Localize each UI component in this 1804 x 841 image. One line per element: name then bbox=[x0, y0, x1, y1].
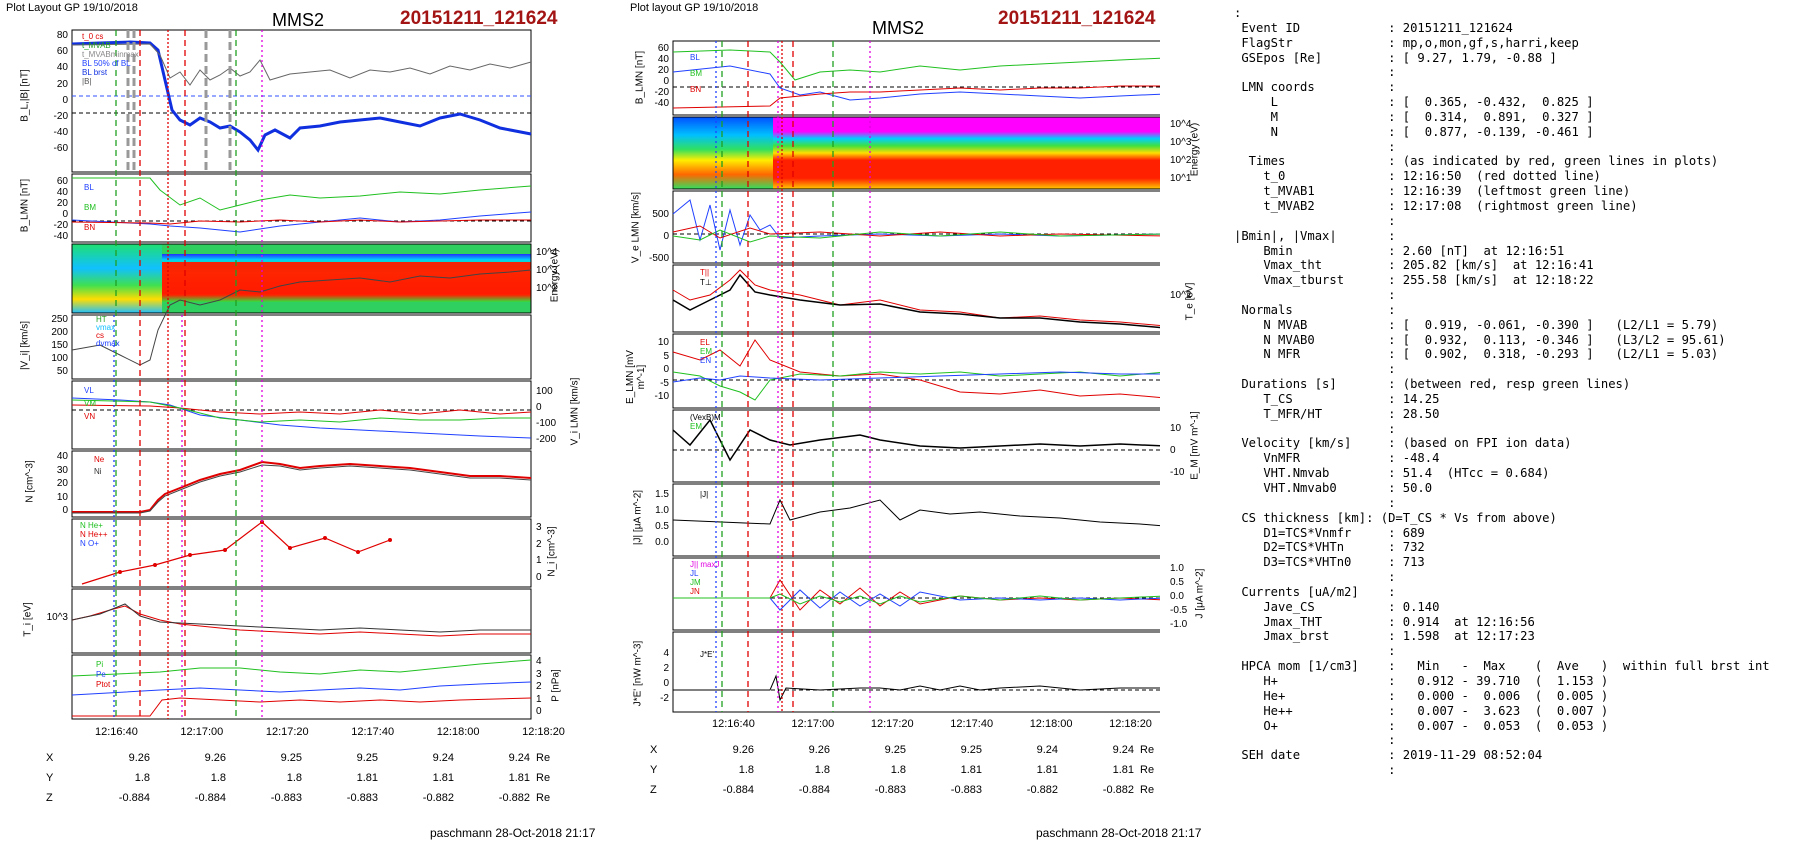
left-coords-x: X 9.26 9.26 9.25 9.25 9.24 9.24 Re bbox=[46, 752, 551, 764]
right-plot-header: Plot layout GP 19/10/2018 bbox=[630, 2, 759, 14]
left-p5-legend: VL VM VN bbox=[84, 386, 96, 421]
right-q9-ylabel: J*E' [nW m^-3] bbox=[632, 640, 644, 707]
right-q8-legend: J|| maxJ JL JM JN bbox=[690, 560, 720, 596]
right-q5-ticks: 10 5 0 -5 -10 bbox=[654, 337, 669, 402]
right-q5-legend: EL EM EN bbox=[700, 338, 712, 365]
right-spectrogram-post bbox=[773, 117, 1160, 189]
right-q3-ticks: 500 0 -500 bbox=[648, 209, 669, 264]
right-q7-ticks: 1.5 1.0 0.5 0.0 bbox=[655, 489, 669, 548]
left-p1-ylabel: B_L,|B| [nT] bbox=[19, 69, 31, 122]
right-q4-ylabel: T_e [eV] bbox=[1184, 282, 1196, 321]
left-probe-label: MMS2 bbox=[272, 10, 325, 30]
right-event-markers bbox=[715, 41, 871, 712]
left-p6-legend: Ne Ni bbox=[94, 455, 105, 476]
right-q1-legend: BL BM BN bbox=[690, 53, 702, 94]
right-q7-legend: |J| bbox=[700, 490, 709, 499]
right-coords-z: Z -0.884 -0.884 -0.883 -0.883 -0.882 -0.882 R… bbox=[650, 784, 1155, 796]
right-q6-ticks: 10 0 -10 bbox=[1170, 423, 1185, 478]
left-p2-legend: BL BM BN bbox=[84, 183, 96, 232]
right-q2-ylabel: Energy (eV) bbox=[1189, 122, 1201, 177]
event-info-text: : Event ID : 20151211_121624 FlagStr : m… bbox=[1234, 6, 1770, 778]
right-q4-ticks: 10^2 bbox=[1170, 290, 1192, 301]
left-data-traces bbox=[71, 40, 532, 717]
left-p5-ylabel: V_i LMN [km/s] bbox=[569, 377, 581, 446]
left-p4-legend: HT vmax cs dvmax bbox=[96, 315, 120, 348]
right-q8-ticks: 1.0 0.5 0.0 -0.5 -1.0 bbox=[1170, 563, 1188, 630]
right-panel-4-frame bbox=[672, 264, 1160, 333]
right-q8-ylabel: J [μA m^-2] bbox=[1194, 568, 1206, 619]
left-panel-4-frame bbox=[71, 314, 532, 380]
left-p5-ticks: 100 0 -100 -200 bbox=[536, 386, 557, 445]
right-spectrogram-pre bbox=[673, 117, 773, 189]
right-coords-table: X 9.26 9.26 9.25 9.25 9.24 9.24 Re Y 1.8 1.8 1.… bbox=[650, 740, 1166, 800]
left-panel-5-frame bbox=[71, 380, 532, 450]
left-p9-ylabel: P [nPa] bbox=[550, 669, 562, 702]
left-p8-ticks: 10^3 bbox=[46, 612, 68, 623]
right-panel-7-frame bbox=[672, 483, 1160, 557]
left-p7-legend: N He+ N He++ N O+ bbox=[80, 521, 108, 548]
right-q3-ylabel: V_e LMN [km/s] bbox=[630, 191, 642, 264]
right-coords-x: X 9.26 9.26 9.25 9.25 9.24 9.24 Re bbox=[650, 744, 1155, 756]
left-coords-z: Z -0.884 -0.884 -0.883 -0.883 -0.882 -0.882 R… bbox=[46, 792, 551, 804]
right-panel-1-frame bbox=[672, 40, 1160, 116]
left-p6-ylabel: N [cm^-3] bbox=[24, 460, 36, 503]
right-time-axis: 12:16:40 12:17:00 12:17:20 12:17:40 12:18:00… bbox=[712, 718, 1152, 730]
right-q4-legend: T|| T⊥ bbox=[700, 268, 712, 287]
left-plot-canvas bbox=[71, 29, 532, 720]
left-coords-y: Y 1.8 1.8 1.8 1.81 1.81 1.81 Re bbox=[46, 772, 551, 784]
right-data-traces bbox=[672, 49, 1160, 702]
left-panel-9-frame bbox=[71, 654, 532, 720]
left-p2-ylabel: B_LMN [nT] bbox=[19, 178, 31, 233]
left-panel-2-frame bbox=[71, 173, 532, 243]
right-q1-ticks: 60 40 20 0 -20 -40 bbox=[654, 43, 669, 109]
left-p1-ticks: 80 60 40 20 0 -20 -40 -60 bbox=[53, 30, 68, 155]
right-panel-6-frame bbox=[672, 409, 1160, 483]
left-panel-6-frame bbox=[71, 450, 532, 518]
right-panel-5-frame bbox=[672, 333, 1160, 409]
right-footer: paschmann 28-Oct-2018 21:17 bbox=[1036, 826, 1202, 840]
right-panel-8-frame bbox=[672, 557, 1160, 631]
left-event-markers bbox=[113, 30, 263, 719]
right-panel-9-frame bbox=[672, 631, 1160, 713]
left-p7-ylabel: N_i [cm^-3] bbox=[546, 526, 558, 577]
left-event-id: 20151211_121624 bbox=[400, 8, 558, 29]
right-q6-legend: (VexB)M EM bbox=[690, 413, 721, 431]
left-spectrogram-pre bbox=[72, 244, 162, 313]
left-footer: paschmann 28-Oct-2018 21:17 bbox=[430, 826, 596, 840]
right-panel-3-frame bbox=[672, 190, 1160, 264]
left-panel-7-frame bbox=[71, 518, 532, 588]
left-time-axis: 12:16:40 12:17:00 12:17:20 12:17:40 12:18:00… bbox=[95, 726, 565, 738]
left-p6-ticks: 40 30 20 10 0 bbox=[56, 451, 68, 516]
left-panel-8-frame bbox=[71, 588, 532, 654]
left-coords-table: X 9.26 9.26 9.25 9.25 9.24 9.24 Re Y 1.8 1.8 1.… bbox=[46, 748, 562, 808]
right-coords-y: Y 1.8 1.8 1.8 1.81 1.81 1.81 Re bbox=[650, 764, 1155, 776]
left-p1-legend: t_0 cs t_MVAB t_MVABminmax BL 50% of BL … bbox=[82, 32, 139, 86]
left-p8-ylabel: T_i [eV] bbox=[22, 602, 34, 637]
left-p4-ylabel: |V_i| [km/s] bbox=[19, 320, 31, 371]
right-plot-canvas bbox=[672, 40, 1160, 713]
right-q6-ylabel: E_M [mV m^-1] bbox=[1189, 411, 1201, 480]
left-p4-ticks: 250 200 150 100 50 bbox=[51, 314, 68, 377]
left-p2-ticks: 60 40 20 0 -20 -40 bbox=[53, 176, 68, 242]
left-p3-ylabel: Energy (eV) bbox=[549, 248, 561, 303]
right-q2-ticks: 10^4 10^3 10^2 10^1 bbox=[1170, 119, 1192, 184]
left-p9-legend: Pi Pe Ptot bbox=[96, 660, 111, 689]
left-plot-header: Plot Layout GP 19/10/2018 bbox=[6, 2, 138, 14]
right-q9-legend: J*E' bbox=[700, 650, 714, 659]
right-probe-label: MMS2 bbox=[872, 18, 925, 38]
right-q5-ylabel: E_LMN [mV m^-1] bbox=[625, 350, 647, 404]
right-event-id: 20151211_121624 bbox=[998, 8, 1156, 29]
left-panel-1-frame bbox=[71, 29, 532, 173]
right-q1-ylabel: B_LMN [nT] bbox=[634, 50, 646, 105]
left-p3-ticks: 10^4 10^3 10^2 bbox=[536, 247, 558, 294]
right-q9-ticks: 4 2 0 -2 bbox=[660, 648, 669, 704]
right-q7-ylabel: |J| [μA m^-2] bbox=[632, 489, 644, 546]
